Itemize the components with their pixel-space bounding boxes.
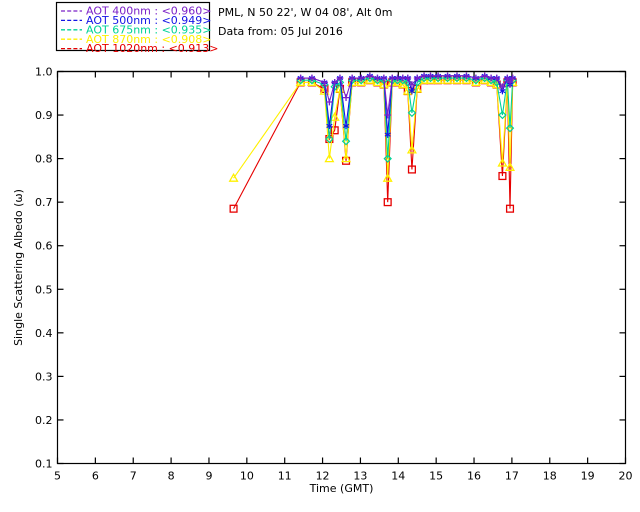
y-tick-label: 0.9 bbox=[35, 109, 53, 122]
x-tick-label: 19 bbox=[581, 470, 595, 483]
marker-triangle bbox=[329, 111, 340, 121]
legend-item[interactable]: AOT 500nm : <0.949> bbox=[61, 14, 212, 27]
y-tick-label: 1.0 bbox=[35, 66, 53, 79]
x-tick-label: 6 bbox=[92, 470, 99, 483]
marker-triangle bbox=[497, 157, 508, 167]
series-aot-870nm bbox=[228, 74, 518, 182]
y-tick-label: 0.3 bbox=[35, 370, 53, 383]
site-location-text: PML, N 50 22', W 04 08', Alt 0m bbox=[218, 6, 392, 19]
marker-triangle bbox=[228, 172, 239, 182]
x-tick-label: 11 bbox=[278, 470, 292, 483]
legend-label: AOT 1020nm : <0.913> bbox=[86, 42, 219, 55]
marker-asterisk bbox=[408, 88, 416, 94]
plot-border bbox=[56, 70, 627, 465]
marker-square bbox=[505, 204, 515, 213]
x-tick-label: 10 bbox=[240, 470, 254, 483]
x-tick-label: 15 bbox=[429, 470, 443, 483]
x-tick-label: 17 bbox=[505, 470, 519, 483]
legend-item[interactable]: AOT 870nm : <0.908> bbox=[61, 33, 212, 46]
marker-square bbox=[498, 171, 507, 181]
marker-triangle bbox=[406, 144, 417, 154]
y-tick-label: 0.4 bbox=[35, 327, 53, 340]
series-aot-400nm bbox=[297, 72, 517, 119]
x-tick-label: 18 bbox=[543, 470, 557, 483]
marker-diamond bbox=[325, 134, 334, 144]
marker-diamond bbox=[505, 123, 515, 133]
y-tick-label: 0.7 bbox=[35, 196, 53, 209]
x-tick-label: 16 bbox=[467, 470, 481, 483]
marker-asterisk bbox=[384, 132, 391, 137]
marker-triangle bbox=[412, 83, 423, 93]
marker-square bbox=[330, 126, 339, 135]
marker-asterisk bbox=[326, 123, 333, 129]
legend-border bbox=[55, 1, 211, 52]
marker-triangle bbox=[402, 85, 413, 95]
data-date-text: Data from: 05 Jul 2016 bbox=[218, 25, 343, 38]
x-tick-label: 8 bbox=[168, 470, 175, 483]
legend-label: AOT 675nm : <0.935> bbox=[86, 23, 212, 36]
x-tick-label: 12 bbox=[316, 470, 330, 483]
legend-item[interactable]: AOT 675nm : <0.935> bbox=[61, 23, 212, 36]
marker-triangle bbox=[324, 153, 335, 163]
marker-diamond bbox=[383, 154, 392, 163]
y-tick-label: 0.1 bbox=[35, 458, 53, 471]
marker-triangle bbox=[334, 83, 345, 93]
legend-item[interactable]: AOT 400nm : <0.960> bbox=[61, 5, 212, 18]
marker-asterisk bbox=[499, 88, 506, 94]
marker-square bbox=[383, 198, 392, 207]
legend-label: AOT 500nm : <0.949> bbox=[86, 14, 212, 27]
y-tick-label: 0.2 bbox=[35, 414, 53, 427]
series-aot-1020nm bbox=[229, 76, 517, 213]
axes-frame: 5 6 7 8 9 10 11 12 13 14 15 16 17 18 19 20 0.1 0.2 0.3 0.4 0… bbox=[12, 66, 633, 496]
y-axis-title: Single Scattering Albedo (ω) bbox=[12, 189, 25, 346]
x-tick-label: 5 bbox=[54, 470, 61, 483]
x-tick-label: 20 bbox=[619, 470, 633, 483]
series-line bbox=[233, 79, 514, 209]
marker-triangle bbox=[382, 172, 393, 182]
y-tick-label: 0.5 bbox=[35, 283, 53, 296]
legend: AOT 400nm : <0.960>AOT 500nm : <0.949>AO… bbox=[55, 1, 219, 55]
x-tick-label: 14 bbox=[391, 470, 405, 483]
marker-triangle bbox=[505, 161, 516, 171]
x-axis-title: Time (GMT) bbox=[309, 482, 374, 495]
y-tick-label: 0.8 bbox=[35, 153, 53, 166]
legend-label: AOT 400nm : <0.960> bbox=[86, 5, 212, 18]
marker-asterisk bbox=[342, 123, 350, 129]
legend-label: AOT 870nm : <0.908> bbox=[86, 33, 212, 46]
legend-item[interactable]: AOT 1020nm : <0.913> bbox=[61, 42, 219, 55]
marker-triangle bbox=[341, 153, 352, 163]
y-tick-label: 0.6 bbox=[35, 240, 53, 253]
marker-square bbox=[229, 204, 238, 213]
marker-triangle bbox=[397, 79, 408, 89]
x-tick-label: 9 bbox=[205, 470, 212, 483]
x-tick-label: 7 bbox=[130, 470, 137, 483]
marker-diamond bbox=[407, 108, 417, 118]
marker-diamond bbox=[498, 110, 507, 120]
marker-diamond bbox=[330, 82, 339, 91]
marker-diamond bbox=[341, 136, 351, 146]
x-tick-label: 13 bbox=[353, 470, 367, 483]
marker-square bbox=[407, 165, 416, 174]
header-block: PML, N 50 22', W 04 08', Alt 0m Data from… bbox=[218, 6, 392, 38]
